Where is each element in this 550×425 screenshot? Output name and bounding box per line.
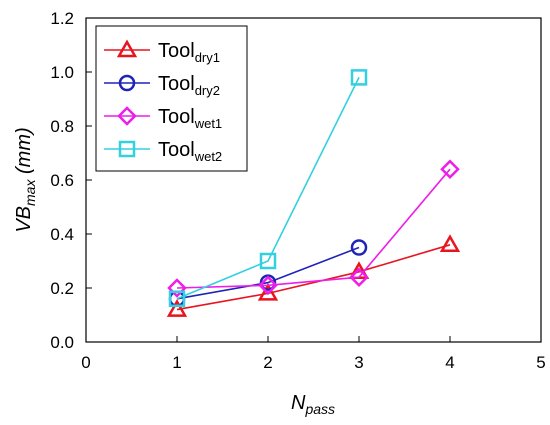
y-axis-title: VBmax (mm) xyxy=(13,127,38,232)
legend-label-sub: dry1 xyxy=(195,50,220,65)
legend-label-sub: wet2 xyxy=(194,149,222,164)
y-tick-label: 1.2 xyxy=(50,9,74,28)
x-axis-ticks: 0 1 2 3 4 5 xyxy=(81,336,546,372)
x-tick-label: 4 xyxy=(445,353,454,372)
x-tick-label: 1 xyxy=(172,353,181,372)
y-tick-label: 0.4 xyxy=(50,225,74,244)
series-line-dry1 xyxy=(176,244,451,311)
x-axis-title-sub: pass xyxy=(304,401,335,417)
y-axis-title-main: VB xyxy=(13,206,35,233)
y-tick-label: 0.6 xyxy=(50,171,74,190)
y-axis-title-suffix: (mm) xyxy=(13,127,35,179)
legend-item-dry1: Tooldry1 xyxy=(104,39,220,65)
x-tick-label: 2 xyxy=(263,353,272,372)
legend-item-wet2: Toolwet2 xyxy=(104,139,222,164)
legend-label-sub: dry2 xyxy=(195,83,220,98)
series-line-wet2 xyxy=(176,77,360,300)
x-axis-title: Npass xyxy=(291,392,335,417)
data-point-wet2 xyxy=(350,69,368,86)
y-tick-label: 0.8 xyxy=(50,117,74,136)
legend-label: Toolwet1 xyxy=(158,106,222,131)
y-tick-label: 1.0 xyxy=(50,63,74,82)
series-wet1 xyxy=(167,159,460,298)
series-layer xyxy=(166,69,461,317)
legend-label: Toolwet2 xyxy=(158,139,222,164)
legend-label: Tooldry2 xyxy=(158,73,220,98)
series-line-wet1 xyxy=(176,168,451,289)
legend-label-main: Tool xyxy=(158,106,195,128)
legend-label-main: Tool xyxy=(158,40,195,62)
y-axis-ticks: 0.0 0.2 0.4 0.6 0.8 1.0 1.2 xyxy=(50,9,92,352)
series-line-dry2 xyxy=(176,246,360,300)
data-point-wet2 xyxy=(168,290,186,308)
data-point-wet1 xyxy=(258,275,278,296)
y-tick-label: 0.2 xyxy=(50,279,74,298)
series-dry1 xyxy=(166,234,461,317)
data-point-wet1 xyxy=(440,159,460,179)
x-tick-label: 5 xyxy=(536,353,545,372)
x-tick-label: 0 xyxy=(81,353,90,372)
legend-marker-square xyxy=(118,140,136,158)
data-point-wet2 xyxy=(259,252,277,270)
data-point-dry2 xyxy=(350,239,368,256)
legend-item-dry2: Tooldry2 xyxy=(104,73,220,98)
legend-label: Tooldry1 xyxy=(158,40,220,65)
data-point-dry1 xyxy=(257,282,279,301)
y-tick-label: 0.0 xyxy=(50,333,74,352)
data-point-dry1 xyxy=(439,234,461,253)
x-tick-label: 3 xyxy=(354,353,363,372)
legend-label-sub: wet1 xyxy=(194,116,222,131)
legend-item-wet1: Toolwet1 xyxy=(104,106,222,131)
data-point-dry1 xyxy=(166,299,188,317)
y-axis-title-sub: max xyxy=(22,179,38,206)
legend-marker-diamond xyxy=(117,106,137,126)
x-axis-title-main: N xyxy=(291,392,306,414)
legend-label-main: Tool xyxy=(158,73,195,95)
series-wet2 xyxy=(168,69,368,308)
legend-marker-triangle xyxy=(116,39,138,58)
series-dry2 xyxy=(168,239,368,308)
legend-marker-circle xyxy=(118,74,136,92)
legend-label-main: Tool xyxy=(158,139,195,161)
data-point-wet1 xyxy=(349,267,369,287)
data-point-wet1 xyxy=(167,278,187,298)
